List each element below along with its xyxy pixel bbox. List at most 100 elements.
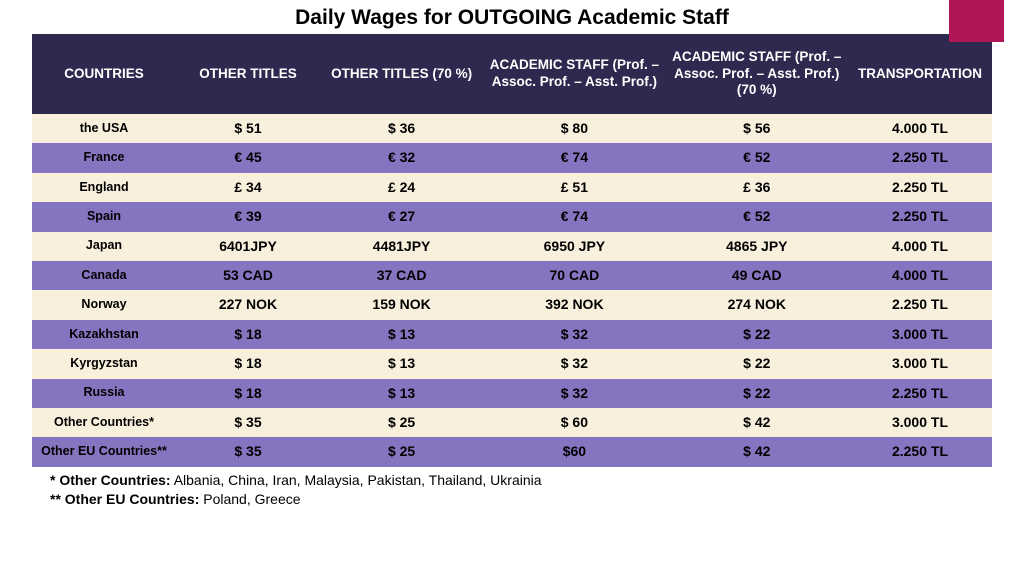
table-header-cell: TRANSPORTATION <box>848 34 992 114</box>
country-cell: Norway <box>32 290 176 319</box>
value-cell: 274 NOK <box>666 290 848 319</box>
value-cell: $ 51 <box>176 114 320 143</box>
value-cell: $ 25 <box>320 408 483 437</box>
table-header-cell: OTHER TITLES <box>176 34 320 114</box>
value-cell: 2.250 TL <box>848 202 992 231</box>
footnotes: * Other Countries: Albania, China, Iran,… <box>32 471 992 510</box>
value-cell: € 52 <box>666 143 848 172</box>
value-cell: 2.250 TL <box>848 290 992 319</box>
table-row: Norway227 NOK159 NOK392 NOK274 NOK2.250 … <box>32 290 992 319</box>
table-head: COUNTRIESOTHER TITLESOTHER TITLES (70 %)… <box>32 34 992 114</box>
table-row: Russia$ 18$ 13$ 32$ 222.250 TL <box>32 379 992 408</box>
table-row: Kyrgyzstan$ 18$ 13$ 32$ 223.000 TL <box>32 349 992 378</box>
wages-table: COUNTRIESOTHER TITLESOTHER TITLES (70 %)… <box>32 34 992 467</box>
value-cell: 4865 JPY <box>666 232 848 261</box>
footnote-line: ** Other EU Countries: Poland, Greece <box>50 490 992 510</box>
table-row: Kazakhstan$ 18$ 13$ 32$ 223.000 TL <box>32 320 992 349</box>
value-cell: 2.250 TL <box>848 379 992 408</box>
country-cell: Russia <box>32 379 176 408</box>
value-cell: € 52 <box>666 202 848 231</box>
table-row: Other Countries*$ 35$ 25$ 60$ 423.000 TL <box>32 408 992 437</box>
value-cell: £ 24 <box>320 173 483 202</box>
value-cell: 2.250 TL <box>848 143 992 172</box>
value-cell: 4.000 TL <box>848 261 992 290</box>
value-cell: $ 42 <box>666 437 848 466</box>
value-cell: € 27 <box>320 202 483 231</box>
country-cell: England <box>32 173 176 202</box>
value-cell: $60 <box>483 437 665 466</box>
value-cell: $ 36 <box>320 114 483 143</box>
value-cell: £ 34 <box>176 173 320 202</box>
value-cell: $ 18 <box>176 349 320 378</box>
country-cell: France <box>32 143 176 172</box>
table-row: France€ 45€ 32€ 74€ 522.250 TL <box>32 143 992 172</box>
value-cell: € 39 <box>176 202 320 231</box>
value-cell: $ 32 <box>483 379 665 408</box>
value-cell: $ 60 <box>483 408 665 437</box>
value-cell: 3.000 TL <box>848 320 992 349</box>
value-cell: 2.250 TL <box>848 173 992 202</box>
country-cell: Other EU Countries** <box>32 437 176 466</box>
page-title: Daily Wages for OUTGOING Academic Staff <box>0 0 1024 34</box>
country-cell: Canada <box>32 261 176 290</box>
country-cell: the USA <box>32 114 176 143</box>
footnote-text: Albania, China, Iran, Malaysia, Pakistan… <box>171 472 542 488</box>
table-header-cell: COUNTRIES <box>32 34 176 114</box>
value-cell: £ 36 <box>666 173 848 202</box>
value-cell: $ 13 <box>320 379 483 408</box>
value-cell: 6401JPY <box>176 232 320 261</box>
table-header-cell: OTHER TITLES (70 %) <box>320 34 483 114</box>
table-header-row: COUNTRIESOTHER TITLESOTHER TITLES (70 %)… <box>32 34 992 114</box>
value-cell: 49 CAD <box>666 261 848 290</box>
footnote-text: Poland, Greece <box>199 491 300 507</box>
table-header-cell: ACADEMIC STAFF (Prof. – Assoc. Prof. – A… <box>483 34 665 114</box>
value-cell: $ 18 <box>176 379 320 408</box>
value-cell: 227 NOK <box>176 290 320 319</box>
table-row: the USA$ 51$ 36$ 80$ 564.000 TL <box>32 114 992 143</box>
value-cell: $ 35 <box>176 437 320 466</box>
value-cell: € 45 <box>176 143 320 172</box>
footnote-label: ** Other EU Countries: <box>50 491 199 507</box>
table-row: England£ 34£ 24£ 51£ 362.250 TL <box>32 173 992 202</box>
value-cell: $ 80 <box>483 114 665 143</box>
value-cell: $ 32 <box>483 349 665 378</box>
value-cell: 4481JPY <box>320 232 483 261</box>
value-cell: 70 CAD <box>483 261 665 290</box>
table-row: Spain€ 39€ 27€ 74€ 522.250 TL <box>32 202 992 231</box>
value-cell: 2.250 TL <box>848 437 992 466</box>
value-cell: 3.000 TL <box>848 408 992 437</box>
table-row: Japan6401JPY4481JPY6950 JPY4865 JPY4.000… <box>32 232 992 261</box>
value-cell: € 74 <box>483 202 665 231</box>
value-cell: 37 CAD <box>320 261 483 290</box>
value-cell: $ 22 <box>666 379 848 408</box>
table-header-cell: ACADEMIC STAFF (Prof. – Assoc. Prof. – A… <box>666 34 848 114</box>
accent-box <box>949 0 1004 42</box>
country-cell: Kyrgyzstan <box>32 349 176 378</box>
value-cell: $ 35 <box>176 408 320 437</box>
value-cell: 159 NOK <box>320 290 483 319</box>
value-cell: 3.000 TL <box>848 349 992 378</box>
value-cell: € 74 <box>483 143 665 172</box>
value-cell: $ 18 <box>176 320 320 349</box>
country-cell: Kazakhstan <box>32 320 176 349</box>
footnote-label: * Other Countries: <box>50 472 171 488</box>
value-cell: 4.000 TL <box>848 232 992 261</box>
value-cell: $ 13 <box>320 320 483 349</box>
country-cell: Spain <box>32 202 176 231</box>
value-cell: $ 22 <box>666 320 848 349</box>
value-cell: $ 56 <box>666 114 848 143</box>
footnote-line: * Other Countries: Albania, China, Iran,… <box>50 471 992 491</box>
value-cell: 4.000 TL <box>848 114 992 143</box>
value-cell: $ 32 <box>483 320 665 349</box>
value-cell: 53 CAD <box>176 261 320 290</box>
value-cell: $ 25 <box>320 437 483 466</box>
value-cell: $ 42 <box>666 408 848 437</box>
value-cell: 6950 JPY <box>483 232 665 261</box>
value-cell: $ 13 <box>320 349 483 378</box>
country-cell: Japan <box>32 232 176 261</box>
table-row: Canada53 CAD37 CAD70 CAD49 CAD4.000 TL <box>32 261 992 290</box>
country-cell: Other Countries* <box>32 408 176 437</box>
value-cell: € 32 <box>320 143 483 172</box>
table-body: the USA$ 51$ 36$ 80$ 564.000 TLFrance€ 4… <box>32 114 992 467</box>
value-cell: $ 22 <box>666 349 848 378</box>
